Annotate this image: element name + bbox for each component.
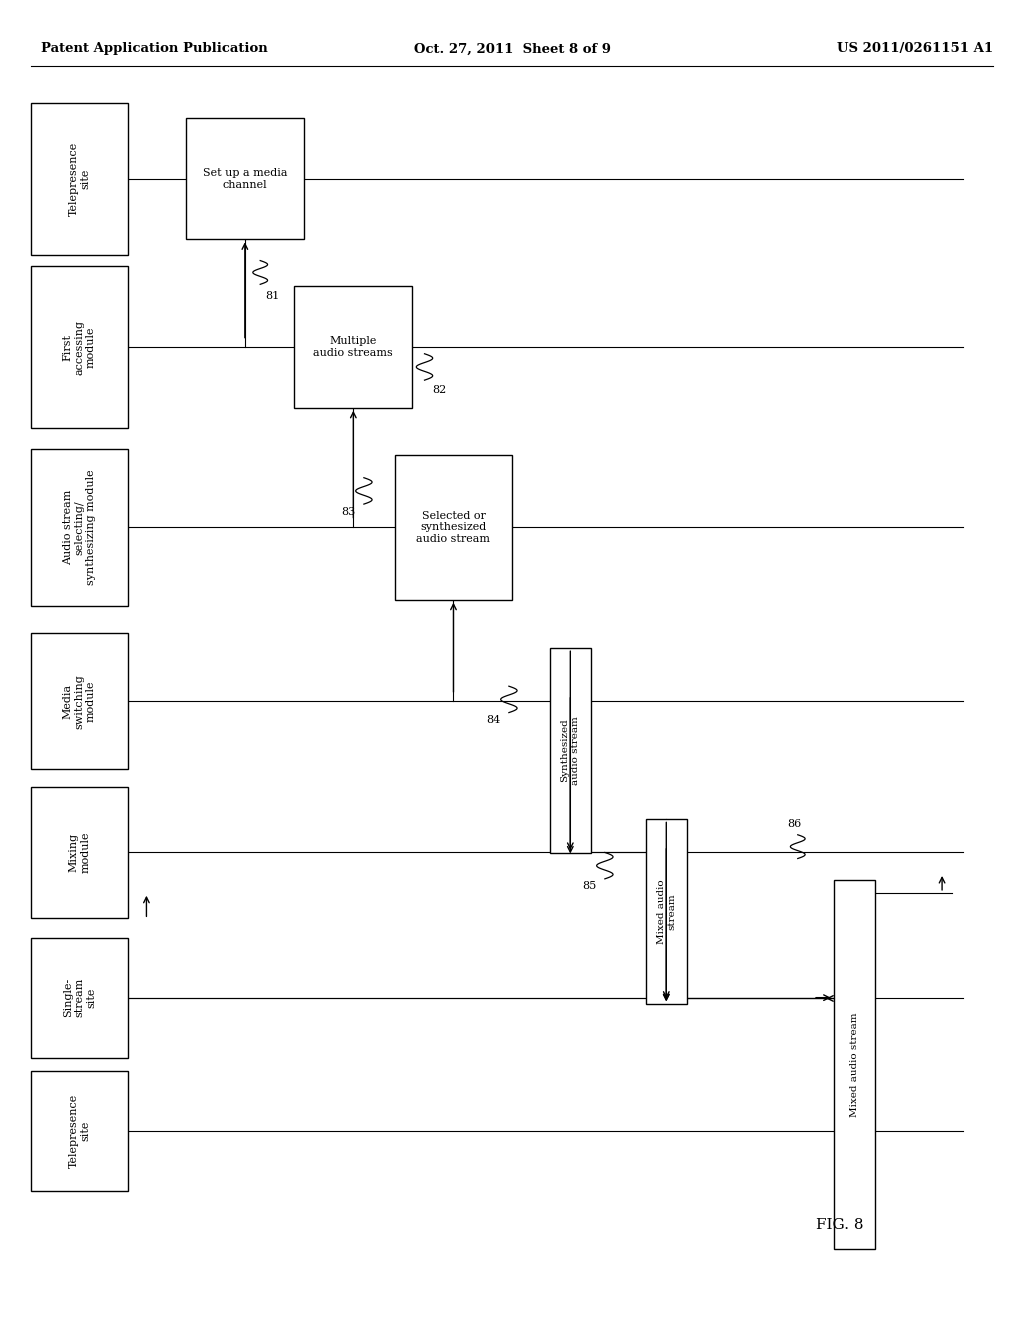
Text: 85: 85 [583, 882, 597, 891]
Text: Mixed audio
stream: Mixed audio stream [656, 879, 676, 944]
Text: Set up a media
channel: Set up a media channel [203, 168, 287, 190]
Bar [394, 454, 512, 599]
Text: 84: 84 [486, 715, 501, 725]
Bar [295, 286, 413, 408]
Text: FIG. 8: FIG. 8 [816, 1218, 863, 1232]
Text: Multiple
audio streams: Multiple audio streams [313, 337, 393, 358]
Text: US 2011/0261151 A1: US 2011/0261151 A1 [838, 42, 993, 55]
Bar [31, 1071, 128, 1192]
Text: 81: 81 [265, 290, 280, 301]
Text: 86: 86 [787, 818, 802, 829]
Bar [550, 648, 591, 853]
Text: Mixed audio stream: Mixed audio stream [850, 1012, 858, 1117]
Text: Oct. 27, 2011  Sheet 8 of 9: Oct. 27, 2011 Sheet 8 of 9 [414, 42, 610, 55]
Text: Telepresence
site: Telepresence site [69, 1094, 90, 1168]
Bar [31, 103, 128, 255]
Text: 82: 82 [433, 385, 446, 396]
Text: Telepresence
site: Telepresence site [69, 141, 90, 216]
Bar [31, 267, 128, 428]
Text: Media
switching
module: Media switching module [62, 675, 96, 729]
Text: Patent Application Publication: Patent Application Publication [41, 42, 267, 55]
Text: Selected or
synthesized
audio stream: Selected or synthesized audio stream [417, 511, 490, 544]
Text: 83: 83 [341, 507, 355, 516]
Text: First
accessing
module: First accessing module [62, 319, 96, 375]
Text: Synthesized
audio stream: Synthesized audio stream [560, 717, 580, 785]
Text: Audio stream
selecting/
synthesizing module: Audio stream selecting/ synthesizing mod… [62, 470, 96, 585]
Text: Single-
stream
site: Single- stream site [62, 978, 96, 1018]
Bar [31, 937, 128, 1057]
Bar [31, 449, 128, 606]
Bar [834, 879, 874, 1249]
Bar [186, 117, 304, 239]
Text: Mixing
module: Mixing module [69, 832, 90, 874]
Bar [31, 787, 128, 917]
Bar [646, 820, 687, 1005]
Bar [31, 634, 128, 770]
